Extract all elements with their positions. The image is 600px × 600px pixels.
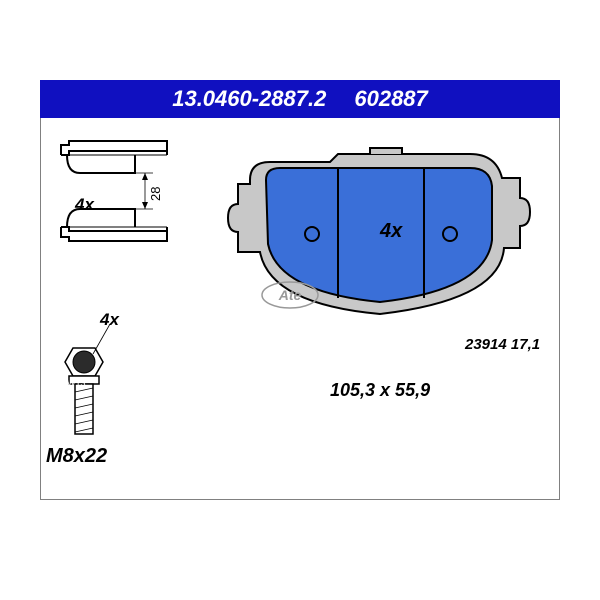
clip-qty: 4x — [75, 195, 94, 215]
part-number: 13.0460-2887.2 — [172, 86, 326, 112]
pad-qty: 4x — [380, 220, 402, 243]
pad-dimensions: 105,3 x 55,9 — [330, 380, 430, 401]
ate-logo: Ate — [260, 280, 320, 310]
short-code: 602887 — [354, 86, 427, 112]
svg-text:Ate: Ate — [278, 287, 302, 303]
bolt-qty: 4x — [100, 310, 119, 330]
bolt-sw-label: SW13 — [61, 378, 86, 388]
header-bar: 13.0460-2887.2 602887 — [40, 80, 560, 118]
bolt-size-label: M8x22 — [46, 445, 107, 468]
pad-code: 23914 17,1 — [465, 336, 540, 353]
clip-height-dim: 28 — [148, 187, 163, 201]
